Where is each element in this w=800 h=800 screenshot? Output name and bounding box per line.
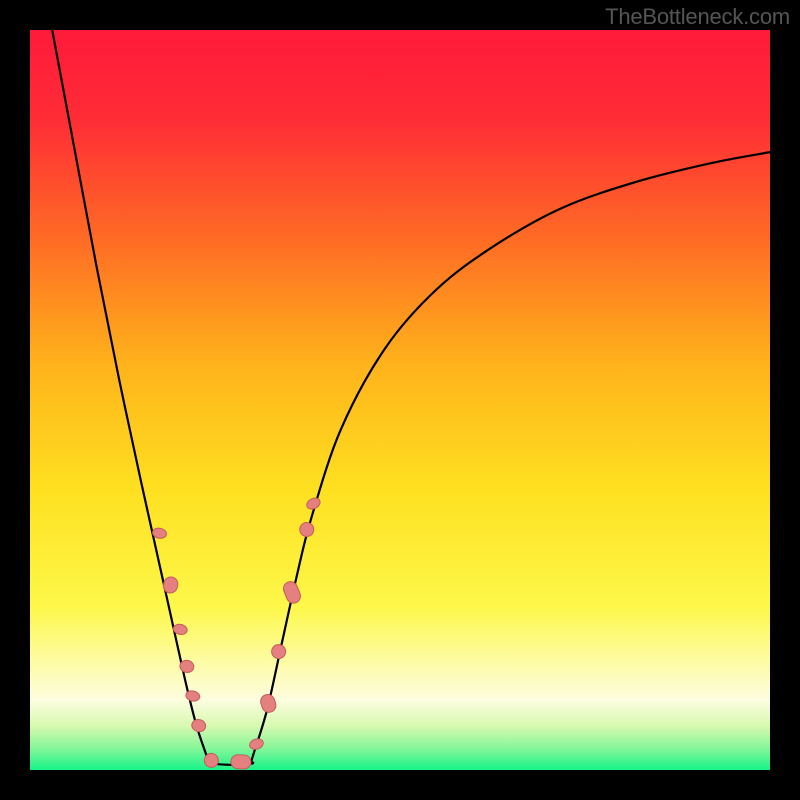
chart-frame: TheBottleneck.com [0, 0, 800, 800]
gradient-background [30, 30, 770, 770]
data-marker [231, 755, 251, 770]
bottleneck-v-curve [0, 0, 800, 800]
watermark-text: TheBottleneck.com [605, 4, 790, 30]
plot-area [0, 0, 800, 800]
